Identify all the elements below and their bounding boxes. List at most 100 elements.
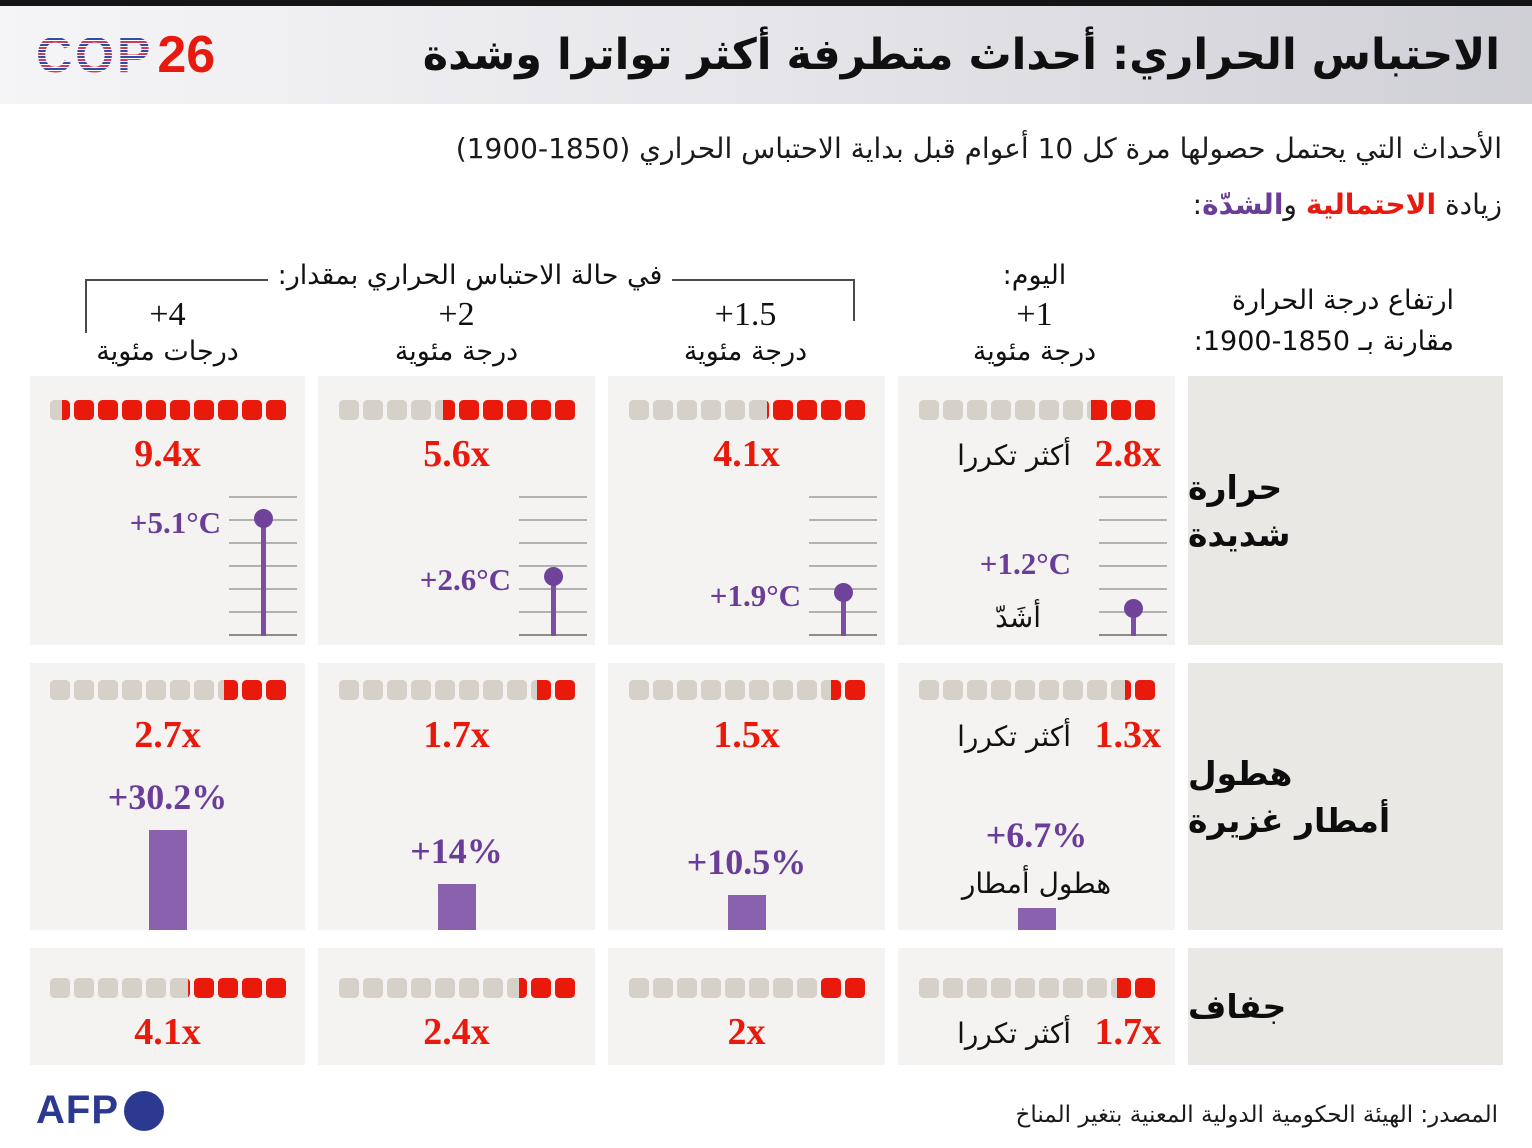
column-unit: درجات مئوية — [96, 336, 239, 367]
frequency-square — [844, 400, 865, 420]
rainfall-caption: هطول أمطار — [961, 867, 1112, 900]
column-value: +1 — [1016, 296, 1053, 333]
frequency-square — [265, 978, 286, 998]
frequency-square — [772, 680, 793, 700]
data-cell: 4.1x — [30, 948, 305, 1065]
temperature-value: +5.1°C — [129, 504, 221, 540]
frequency-square — [724, 978, 745, 998]
row-label: هطول — [1188, 753, 1293, 793]
thermometer-tick — [1099, 519, 1167, 521]
temperature-axis-label: ارتفاع درجة الحرارة مقارنة بـ 1850-1900: — [1187, 280, 1502, 362]
source-text: المصدر: الهيئة الحكومية الدولية المعنية … — [1015, 1102, 1498, 1128]
frequency-square — [748, 680, 769, 700]
afp-logo: AFP — [36, 1088, 164, 1133]
frequency-square — [1134, 400, 1155, 420]
frequency-square — [458, 680, 479, 700]
frequency-square — [217, 978, 238, 998]
row-label-panel: هطول أمطار غزيرة — [1188, 663, 1503, 930]
frequency-square — [942, 978, 963, 998]
main-grid: 9.4x +5.1°C 5.6x +2.6°C 4.1x +1.9°C 2.8x أكثر ت… — [30, 376, 1503, 1065]
severity-thermometer — [809, 496, 877, 636]
row-label: حرارة — [1188, 467, 1283, 507]
frequency-square — [410, 978, 431, 998]
more-frequent-label: أكثر تكررا — [957, 439, 1071, 472]
frequency-square — [724, 400, 745, 420]
frequency-square — [1110, 978, 1131, 998]
today-label: اليوم: — [1002, 260, 1067, 291]
frequency-squares — [338, 400, 575, 420]
frequency-square — [338, 400, 359, 420]
multiplier-value: 1.3x — [1094, 714, 1162, 756]
temperature-value: +2.6°C — [419, 562, 511, 598]
frequency-square — [796, 978, 817, 998]
frequency-square — [362, 400, 383, 420]
data-cell: 2.7x +30.2% — [30, 663, 305, 930]
frequency-square — [506, 680, 527, 700]
temperature-value: +1.9°C — [709, 578, 801, 614]
frequency-square — [1134, 978, 1155, 998]
thermometer-dot — [543, 566, 563, 586]
thermometer-stem — [550, 576, 556, 636]
column-unit: درجة مئوية — [972, 336, 1097, 367]
severity-thermometer — [519, 496, 587, 636]
frequency-square — [193, 400, 214, 420]
frequency-square — [121, 400, 142, 420]
severity-word: الشدّة — [1202, 188, 1284, 221]
frequency-square — [628, 680, 649, 700]
thermometer-stem — [260, 518, 266, 636]
frequency-square — [458, 400, 479, 420]
data-cell: 1.5x +10.5% — [608, 663, 885, 930]
frequency-squares — [49, 400, 286, 420]
row-label: شديدة — [1188, 514, 1291, 554]
frequency-square — [652, 400, 673, 420]
data-cell: 1.3x أكثر تكررا +6.7% هطول أمطار — [898, 663, 1175, 930]
multiplier-value: 2x — [727, 1011, 766, 1053]
frequency-square — [386, 680, 407, 700]
row-label-panel: حرارة شديدة — [1188, 376, 1503, 645]
frequency-square — [820, 978, 841, 998]
frequency-square — [820, 680, 841, 700]
frequency-square — [676, 978, 697, 998]
thermometer-stem — [840, 592, 846, 636]
column-value: +1.5 — [714, 296, 777, 333]
frequency-square — [145, 978, 166, 998]
frequency-squares — [338, 978, 575, 998]
thermometer-dot — [833, 582, 853, 602]
multiplier-value: 4.1x — [713, 433, 780, 475]
column-value: +4 — [149, 296, 186, 333]
more-frequent-label: أكثر تكررا — [957, 1017, 1071, 1050]
thermometer-tick — [519, 519, 587, 521]
frequency-square — [265, 400, 286, 420]
thermometer-tick — [809, 496, 877, 498]
frequency-square — [1062, 400, 1083, 420]
infographic-title: الاحتباس الحراري: أحداث متطرفة أكثر توات… — [422, 30, 1500, 80]
frequency-square — [434, 680, 455, 700]
frequency-square — [554, 680, 575, 700]
multiplier-value: 5.6x — [423, 433, 490, 475]
bracket-right-line — [672, 279, 855, 321]
frequency-square — [796, 680, 817, 700]
frequency-square — [844, 978, 865, 998]
frequency-square — [434, 400, 455, 420]
colon: : — [1192, 188, 1203, 221]
temperature-axis-label-line1: ارتفاع درجة الحرارة — [1231, 285, 1454, 316]
temperature-value: +1.2°C — [979, 546, 1071, 582]
cop-logo-number: 26 — [157, 26, 216, 84]
frequency-square — [990, 680, 1011, 700]
frequency-squares — [628, 400, 865, 420]
row-label-panel: جفاف — [1188, 948, 1503, 1065]
frequency-squares — [628, 978, 865, 998]
column-unit: درجة مئوية — [683, 336, 808, 367]
data-cell: 1.7x أكثر تكررا — [898, 948, 1175, 1065]
frequency-square — [193, 978, 214, 998]
frequency-square — [506, 978, 527, 998]
frequency-square — [796, 400, 817, 420]
frequency-square — [482, 680, 503, 700]
multiplier-value: 1.7x — [1094, 1011, 1162, 1053]
frequency-square — [748, 978, 769, 998]
frequency-square — [49, 400, 70, 420]
frequency-square — [193, 680, 214, 700]
severity-thermometer — [229, 496, 297, 636]
frequency-square — [362, 680, 383, 700]
frequency-square — [362, 978, 383, 998]
